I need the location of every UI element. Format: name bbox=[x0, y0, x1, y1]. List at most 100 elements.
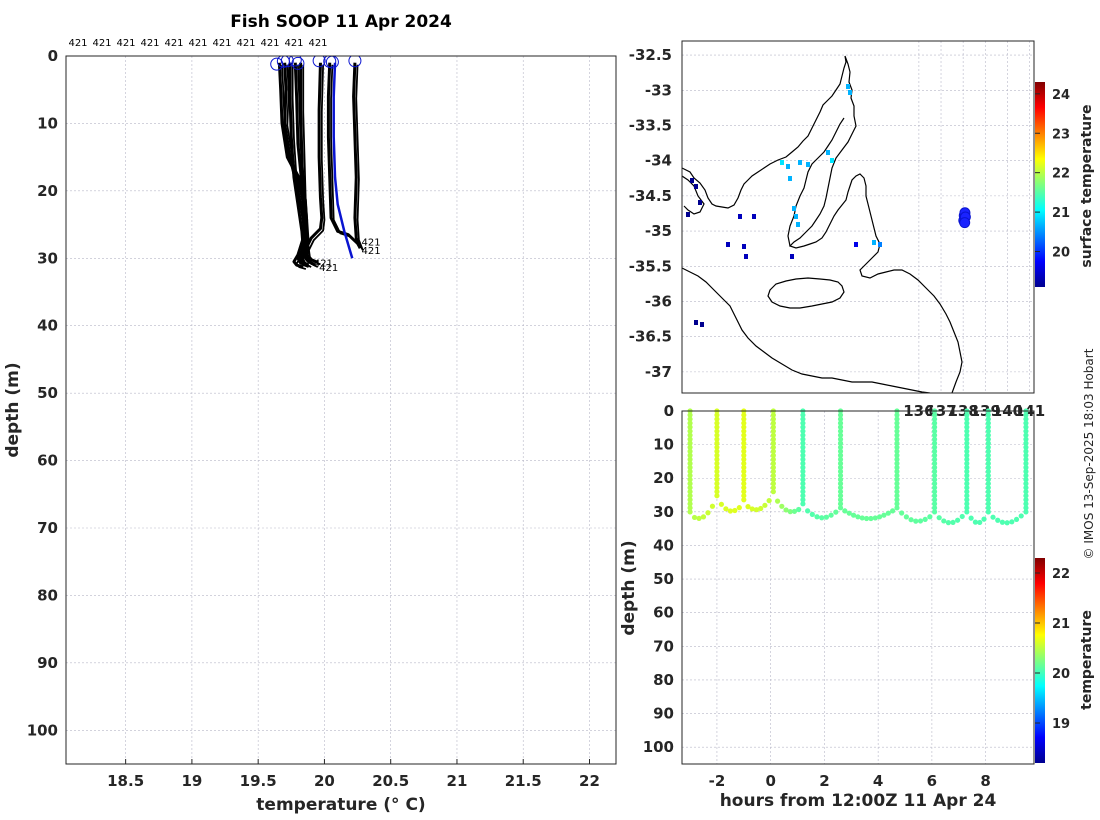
timeseries-point bbox=[985, 468, 991, 475]
timeseries-y-tick-label: 10 bbox=[653, 436, 674, 454]
timeseries-point bbox=[968, 515, 974, 521]
timeseries-point bbox=[1023, 509, 1029, 515]
timeseries-point bbox=[1018, 513, 1024, 519]
timeseries-point bbox=[985, 428, 991, 434]
profile-top-label: 421 bbox=[284, 38, 303, 49]
timeseries-point bbox=[691, 514, 698, 521]
timeseries-point bbox=[687, 444, 693, 450]
sst-pixel bbox=[752, 214, 756, 219]
timeseries-point bbox=[894, 424, 900, 430]
timeseries-point bbox=[762, 502, 768, 508]
timeseries-point bbox=[922, 516, 928, 523]
timeseries-point bbox=[964, 481, 970, 487]
timeseries-point bbox=[770, 456, 776, 463]
timeseries-point bbox=[800, 460, 806, 467]
timeseries-point bbox=[964, 452, 970, 458]
profile-surface-circle bbox=[291, 56, 305, 70]
timeseries-point bbox=[700, 514, 707, 520]
profile-line-shadow bbox=[302, 64, 321, 266]
timeseries-point bbox=[837, 444, 844, 450]
timeseries-point bbox=[977, 519, 983, 526]
timeseries-y-tick-label: 30 bbox=[653, 503, 674, 521]
timeseries-point bbox=[837, 481, 844, 487]
sst-pixel bbox=[780, 160, 784, 165]
timeseries-point bbox=[809, 511, 815, 517]
map-colorbar-tick-label: 22 bbox=[1052, 167, 1070, 182]
timeseries-point bbox=[964, 509, 970, 515]
profile-top-label: 421 bbox=[68, 38, 87, 49]
sst-pixel bbox=[742, 244, 746, 249]
timeseries-point bbox=[931, 412, 938, 418]
timeseries-point bbox=[964, 493, 970, 499]
timeseries-point bbox=[714, 468, 720, 475]
timeseries-point bbox=[985, 420, 991, 426]
timeseries-point bbox=[837, 472, 844, 479]
timeseries-colorbar-tick-label: 22 bbox=[1052, 567, 1070, 582]
timeseries-grid bbox=[682, 410, 1034, 764]
timeseries-point bbox=[1023, 468, 1029, 475]
timeseries-point bbox=[800, 444, 806, 450]
timeseries-point bbox=[714, 485, 720, 491]
timeseries-points bbox=[687, 408, 1029, 526]
map-y-ticks: -32.5 -33 -33.5 -34 -34.5 -35 -35.5 -36 -36.5 -37 bbox=[629, 46, 672, 381]
map-colorbar-tick-label: 23 bbox=[1052, 127, 1070, 142]
timeseries-point bbox=[687, 456, 693, 463]
profile-top-label: 421 bbox=[260, 38, 279, 49]
timeseries-point bbox=[837, 464, 844, 471]
sst-pixel bbox=[700, 322, 704, 327]
timeseries-point bbox=[687, 485, 693, 491]
timeseries-point bbox=[931, 448, 938, 454]
timeseries-point bbox=[931, 416, 938, 422]
timeseries-point bbox=[800, 493, 806, 499]
timeseries-point bbox=[931, 424, 938, 430]
timeseries-point bbox=[770, 428, 776, 434]
timeseries-point bbox=[687, 481, 693, 487]
timeseries-point bbox=[1023, 464, 1029, 471]
timeseries-point bbox=[964, 468, 970, 475]
timeseries-point bbox=[687, 472, 693, 479]
sst-pixel bbox=[796, 222, 800, 227]
profile-y-ticks: 0 10 20 30 40 50 60 70 80 90 100 bbox=[27, 47, 58, 739]
timeseries-point bbox=[819, 515, 825, 521]
timeseries-point bbox=[964, 485, 970, 491]
timeseries-y-tick-label: 0 bbox=[664, 402, 674, 420]
profile-bottom-label: 421 bbox=[362, 237, 381, 248]
profile-top-label: 421 bbox=[308, 38, 327, 49]
timeseries-point bbox=[770, 485, 776, 491]
timeseries-point bbox=[894, 501, 900, 507]
profile-top-label: 421 bbox=[116, 38, 135, 49]
timeseries-point bbox=[687, 412, 693, 418]
timeseries-point bbox=[894, 497, 900, 503]
map-y-tick-label: -36 bbox=[645, 292, 672, 310]
timeseries-point bbox=[837, 489, 844, 495]
timeseries-point bbox=[714, 436, 720, 442]
timeseries-point bbox=[783, 507, 789, 513]
map-y-tick-label: -36.5 bbox=[629, 328, 672, 346]
profile-surface-circle bbox=[288, 56, 302, 67]
timeseries-point bbox=[741, 456, 747, 463]
timeseries-point bbox=[1013, 516, 1020, 523]
timeseries-point bbox=[837, 420, 844, 426]
timeseries-point bbox=[931, 460, 938, 467]
timeseries-colorbar-tick-label: 20 bbox=[1052, 667, 1070, 682]
timeseries-point bbox=[1023, 416, 1029, 422]
timeseries-point bbox=[714, 444, 720, 450]
timeseries-point bbox=[800, 420, 806, 426]
timeseries-point bbox=[894, 412, 900, 418]
profile-y-tick-label: 10 bbox=[37, 114, 58, 132]
timeseries-point bbox=[985, 456, 991, 463]
sst-pixel bbox=[698, 200, 702, 205]
timeseries-point bbox=[800, 440, 806, 446]
timeseries-point bbox=[894, 464, 900, 471]
timeseries-point bbox=[714, 489, 720, 495]
sst-pixel bbox=[806, 162, 810, 167]
profile-line-shadow bbox=[355, 64, 364, 251]
timeseries-x-tick-label: 6 bbox=[927, 772, 937, 790]
timeseries-point bbox=[800, 416, 806, 422]
timeseries-point bbox=[894, 448, 900, 454]
map-y-tick-label: -37 bbox=[645, 363, 672, 381]
timeseries-point bbox=[741, 452, 747, 458]
profile-lines bbox=[270, 56, 364, 270]
timeseries-point bbox=[800, 489, 806, 495]
